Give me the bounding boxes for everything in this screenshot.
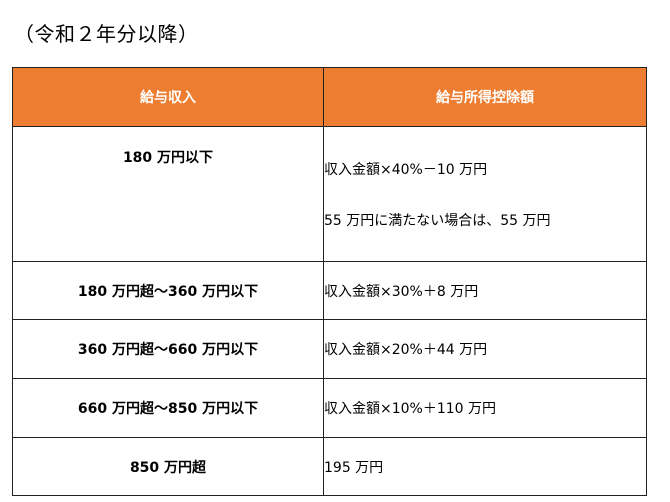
deduction-cell: 収入金額×20%＋44 万円 (323, 319, 647, 379)
salary-deduction-table: 給与収入 給与所得控除額 180 万円以下 収入金額×40%－10 万円 55 … (12, 67, 647, 496)
table-row: 180 万円超～360 万円以下 収入金額×30%＋8 万円 (12, 261, 647, 320)
table-row: 360 万円超～660 万円以下 収入金額×20%＋44 万円 (12, 319, 647, 379)
deduction-cell: 収入金額×10%＋110 万円 (323, 378, 647, 438)
income-cell: 850 万円超 (12, 437, 324, 496)
deduction-formula: 収入金額×10%＋110 万円 (324, 401, 497, 417)
deduction-formula: 195 万円 (324, 459, 384, 476)
table-row: 180 万円以下 収入金額×40%－10 万円 55 万円に満たない場合は、55… (12, 126, 647, 262)
income-cell: 660 万円超～850 万円以下 (12, 378, 324, 438)
deduction-formula: 収入金額×40%－10 万円 (324, 161, 488, 178)
table-row: 660 万円超～850 万円以下 収入金額×10%＋110 万円 (12, 378, 647, 438)
deduction-cell: 収入金額×40%－10 万円 55 万円に満たない場合は、55 万円 (323, 126, 647, 262)
income-cell: 180 万円以下 (12, 126, 324, 262)
deduction-minimum-note: 55 万円に満たない場合は、55 万円 (324, 212, 551, 229)
deduction-cell: 195 万円 (323, 437, 647, 496)
table-row: 850 万円超 195 万円 (12, 437, 647, 496)
deduction-formula: 収入金額×30%＋8 万円 (324, 283, 479, 300)
deduction-cell: 収入金額×30%＋8 万円 (323, 261, 647, 320)
income-cell: 180 万円超～360 万円以下 (12, 261, 324, 320)
header-salary-income: 給与収入 (12, 67, 324, 127)
income-cell: 360 万円超～660 万円以下 (12, 319, 324, 379)
deduction-formula: 収入金額×20%＋44 万円 (324, 342, 488, 358)
table-header-row: 給与収入 給与所得控除額 (12, 67, 647, 127)
header-salary-deduction: 給与所得控除額 (323, 67, 647, 127)
period-caption: （令和２年分以降） (14, 22, 199, 46)
